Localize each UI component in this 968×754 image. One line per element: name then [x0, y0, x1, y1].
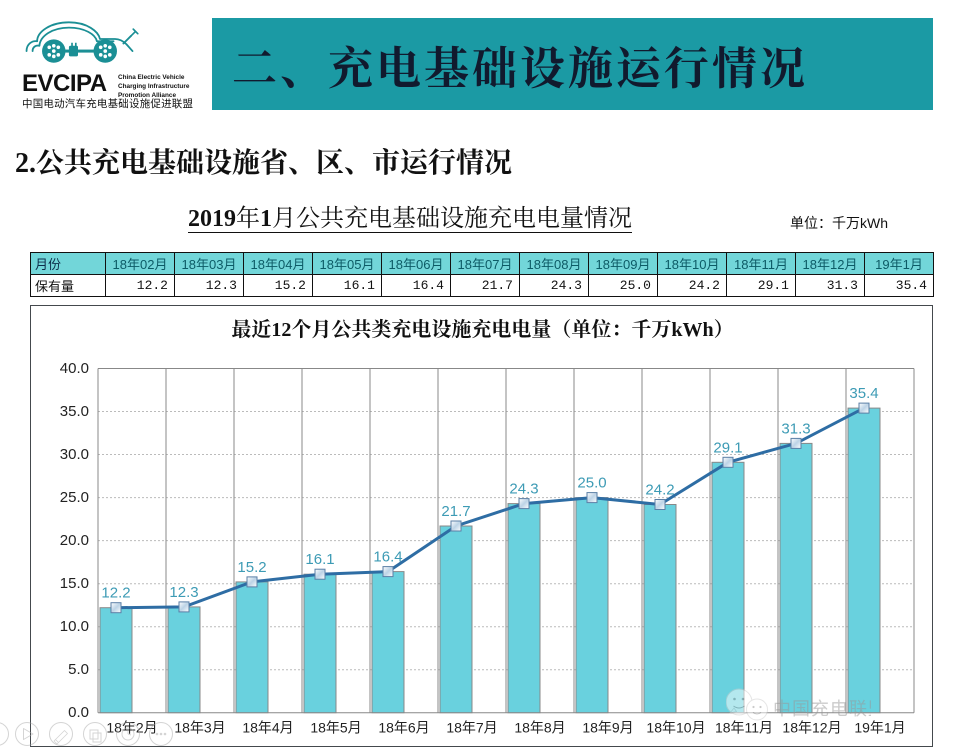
svg-text:18年7月: 18年7月	[446, 720, 497, 736]
svg-text:24.2: 24.2	[645, 482, 674, 499]
svg-text:中国充电联盟: 中国充电联盟	[773, 699, 871, 719]
svg-text:29.1: 29.1	[713, 439, 742, 456]
svg-text:21.7: 21.7	[441, 503, 470, 520]
svg-text:18年9月: 18年9月	[582, 720, 633, 736]
svg-text:25.0: 25.0	[60, 489, 89, 506]
svg-text:25.0: 25.0	[577, 475, 606, 492]
svg-text:35.0: 35.0	[60, 403, 89, 420]
svg-text:31.3: 31.3	[781, 420, 810, 437]
svg-text:24.3: 24.3	[509, 481, 538, 498]
svg-text:40.0: 40.0	[60, 360, 89, 377]
svg-text:18年4月: 18年4月	[242, 720, 293, 736]
svg-text:16.4: 16.4	[373, 549, 402, 566]
svg-text:18年6月: 18年6月	[378, 720, 429, 736]
svg-text:5.0: 5.0	[68, 661, 89, 678]
svg-text:18年3月: 18年3月	[174, 720, 225, 736]
svg-text:18年10月: 18年10月	[646, 720, 705, 736]
svg-text:35.4: 35.4	[849, 385, 878, 402]
svg-text:0.0: 0.0	[68, 704, 89, 721]
svg-text:12.2: 12.2	[101, 585, 130, 602]
svg-text:10.0: 10.0	[60, 618, 89, 635]
svg-text:18年2月: 18年2月	[106, 720, 157, 736]
svg-text:18年5月: 18年5月	[310, 720, 361, 736]
svg-text:16.1: 16.1	[305, 551, 334, 568]
svg-text:18年8月: 18年8月	[514, 720, 565, 736]
svg-text:15.0: 15.0	[60, 575, 89, 592]
svg-text:12.3: 12.3	[169, 584, 198, 601]
svg-text:15.2: 15.2	[237, 559, 266, 576]
svg-text:30.0: 30.0	[60, 446, 89, 463]
svg-text:20.0: 20.0	[60, 532, 89, 549]
